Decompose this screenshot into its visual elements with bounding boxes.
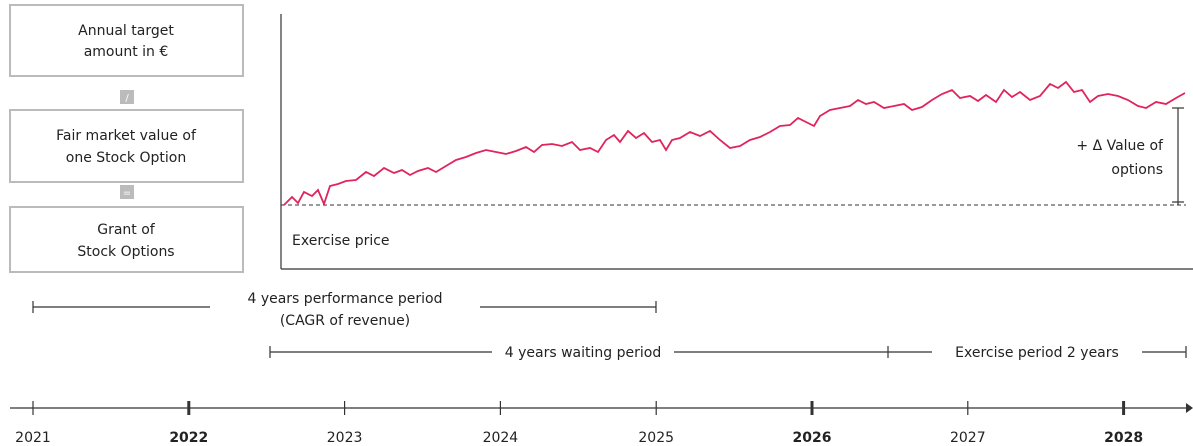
year-label: 2022 [169, 430, 208, 446]
box-text: Fair market value of [56, 128, 197, 144]
box-text: amount in € [84, 44, 169, 60]
timeline-arrow [1186, 403, 1193, 413]
box [9, 4, 244, 77]
box [9, 109, 244, 183]
period-label: 4 years performance period [247, 291, 442, 307]
operator: / [125, 93, 129, 104]
box [9, 206, 244, 273]
year-label: 2026 [793, 430, 832, 446]
year-label: 2021 [15, 430, 51, 446]
exercise-price-label: Exercise price [292, 233, 390, 249]
box-text: Stock Options [77, 244, 174, 260]
year-label: 2025 [638, 430, 674, 446]
period-label: 4 years waiting period [505, 345, 661, 361]
year-label: 2024 [483, 430, 519, 446]
operator: = [123, 188, 131, 199]
box-text: one Stock Option [66, 150, 186, 166]
period-label: (CAGR of revenue) [280, 313, 410, 329]
delta-label: + Δ Value of [1076, 138, 1164, 154]
year-label: 2027 [950, 430, 986, 446]
year-label: 2023 [327, 430, 363, 446]
year-label: 2028 [1104, 430, 1143, 446]
operator-box [120, 185, 134, 199]
box-text: Annual target [78, 23, 174, 39]
operator-box [120, 90, 134, 104]
period-label: Exercise period 2 years [955, 345, 1119, 361]
delta-label: options [1111, 162, 1163, 178]
stock-price-line [283, 80, 1186, 207]
box-text: Grant of [97, 222, 156, 238]
